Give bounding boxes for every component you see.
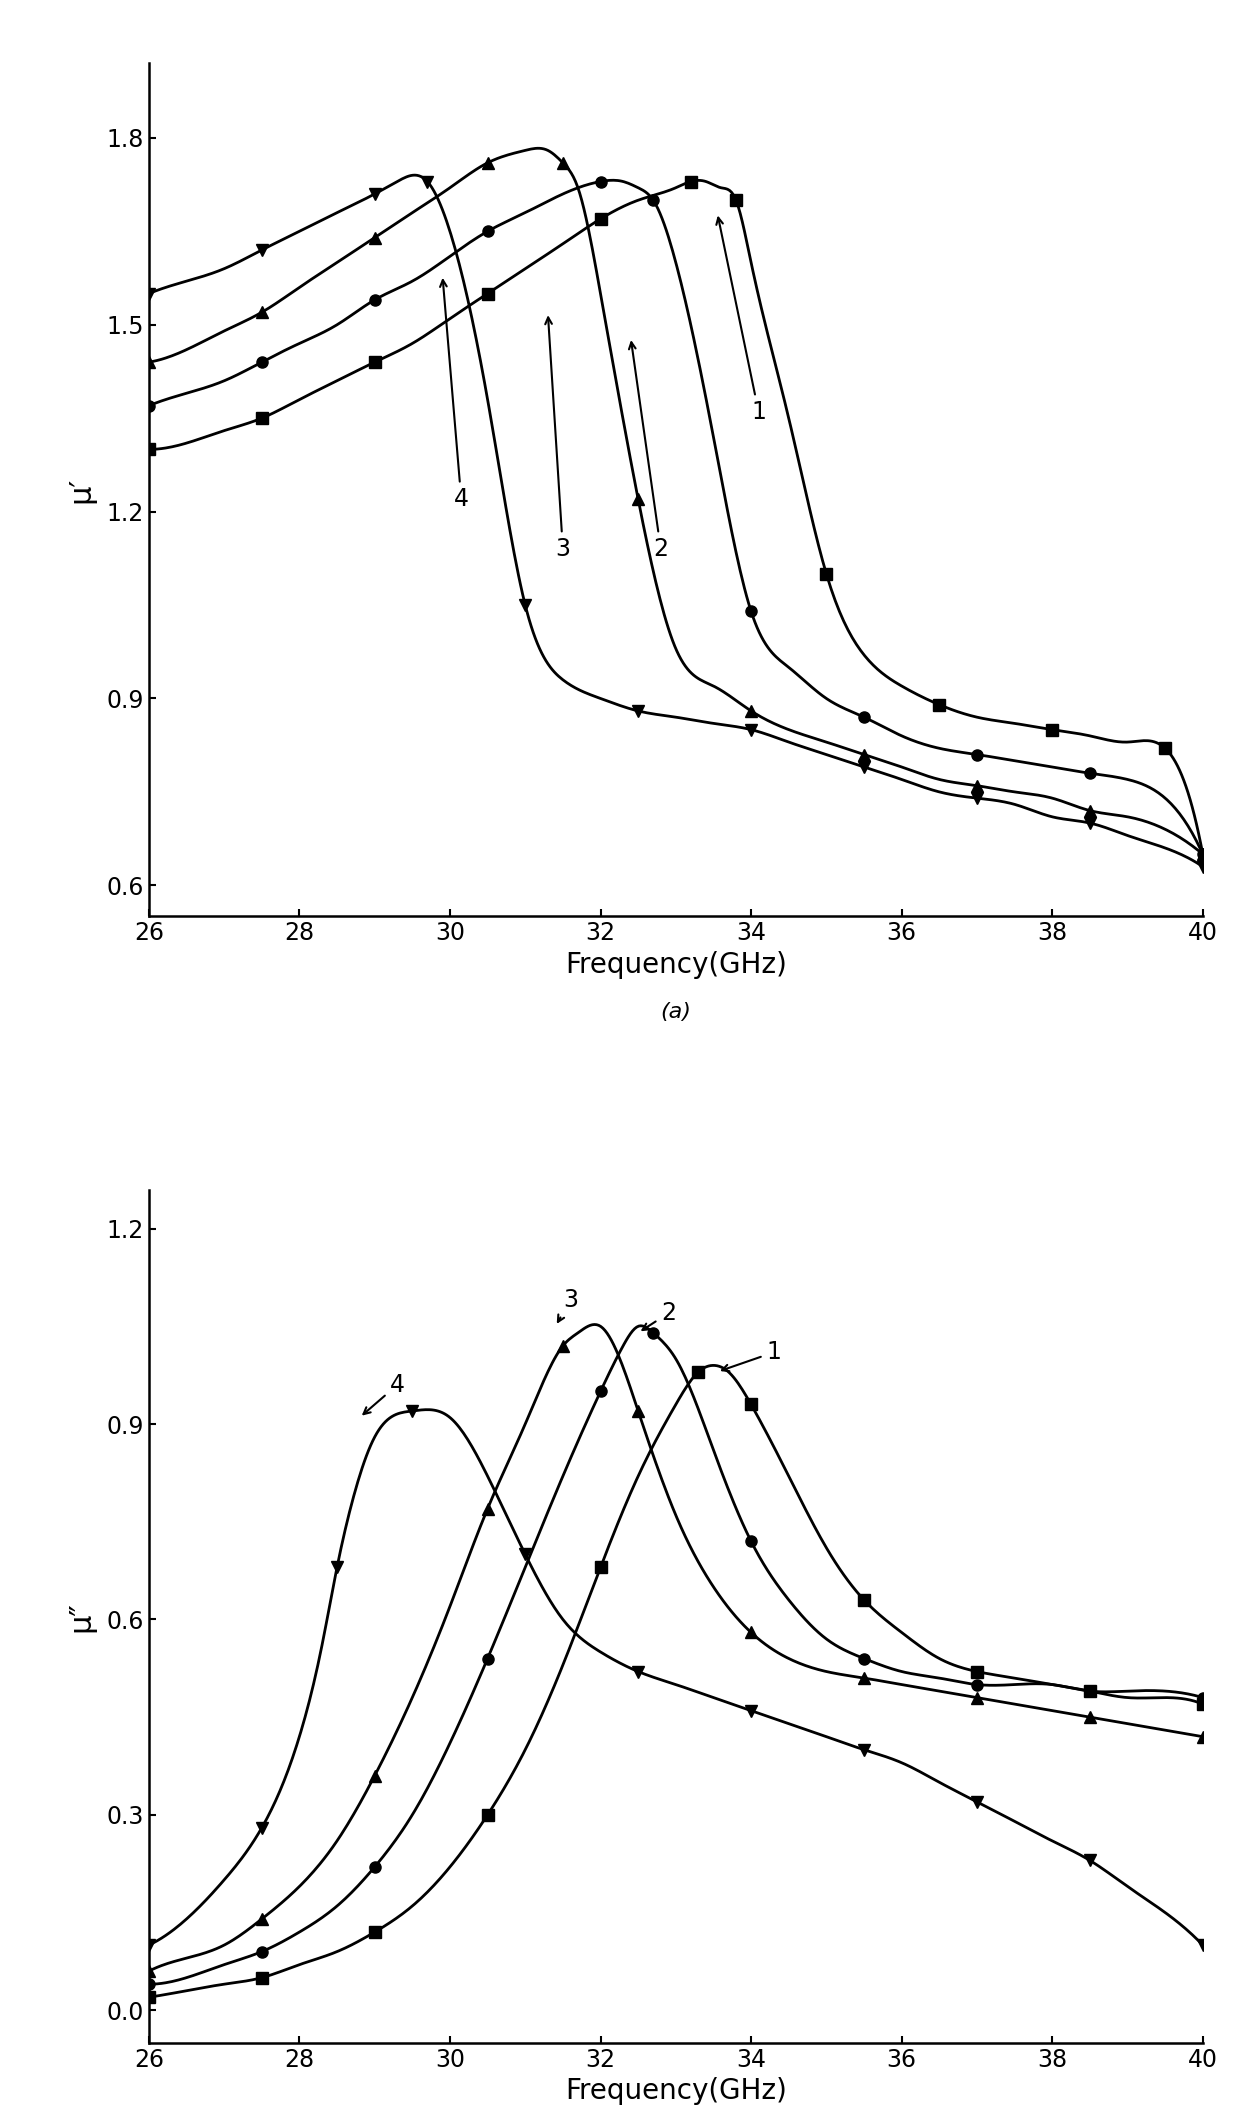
Y-axis label: μ″: μ″: [67, 1601, 95, 1632]
Text: 2: 2: [642, 1302, 676, 1331]
Text: 3: 3: [546, 318, 570, 560]
Text: 4: 4: [363, 1373, 404, 1413]
Text: 1: 1: [717, 217, 766, 423]
Text: 2: 2: [629, 343, 668, 560]
Text: 1: 1: [722, 1339, 781, 1371]
X-axis label: Frequency(GHz): Frequency(GHz): [565, 2077, 786, 2106]
Text: 3: 3: [558, 1289, 578, 1323]
Y-axis label: μ′: μ′: [66, 476, 95, 503]
Text: 4: 4: [440, 280, 469, 512]
X-axis label: Frequency(GHz): Frequency(GHz): [565, 952, 786, 979]
Text: (a): (a): [661, 1002, 691, 1021]
